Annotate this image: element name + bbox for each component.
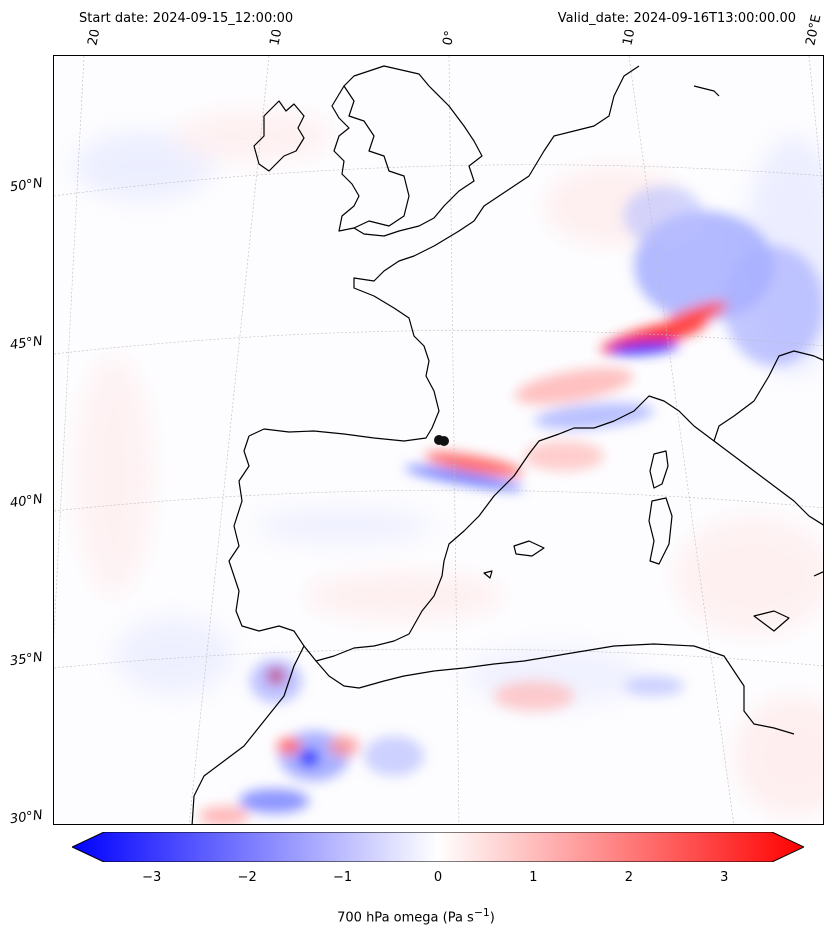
colorbar-bar	[72, 832, 804, 862]
colorbar-title: 700 hPa omega (Pa s−1)	[337, 906, 495, 926]
omega-map	[54, 56, 823, 824]
start-date-label: Start date: 2024-09-15_12:00:00	[73, 8, 300, 30]
lat-label-45n: 45°N	[9, 333, 44, 354]
colorbar	[72, 832, 804, 862]
colorbar-tick-label: 2	[624, 870, 633, 885]
map-panel	[53, 55, 824, 825]
coastlines	[191, 65, 823, 824]
colorbar-tick-label: 0	[433, 870, 443, 885]
lat-label-35n: 35°N	[9, 649, 44, 670]
lat-label-30n: 30°N	[9, 807, 44, 828]
colorbar-tick-label: 1	[529, 870, 538, 885]
valid-date-label: Valid_date: 2024-09-16T13:00:00.00	[551, 8, 802, 30]
colorbar-tick-label: −3	[142, 870, 162, 885]
colorbar-tick-label: 3	[720, 870, 729, 885]
lon-label-0: 0°	[440, 29, 459, 47]
location-markers	[434, 435, 449, 446]
omega-field-strong	[199, 186, 823, 824]
graticule	[54, 56, 823, 824]
lat-label-50n: 50°N	[9, 175, 44, 196]
colorbar-tick-label: −1	[332, 870, 353, 885]
lon-label-20e: 20°E	[803, 13, 825, 48]
colorbar-tick-label: −2	[237, 870, 257, 885]
lat-label-40n: 40°N	[9, 491, 44, 512]
